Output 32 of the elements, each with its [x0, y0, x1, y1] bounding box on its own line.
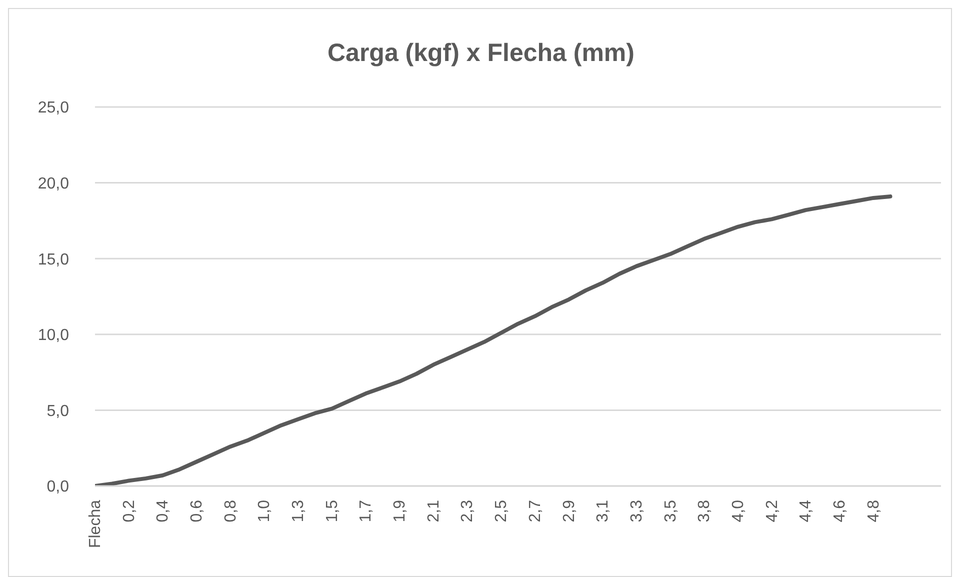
x-tick-label: 4,2: [764, 500, 781, 522]
chart-title: Carga (kgf) x Flecha (mm): [326, 39, 636, 68]
x-tick-label: 3,3: [628, 500, 646, 522]
x-tick-label: 1,5: [324, 500, 341, 522]
x-tick-label: 4,4: [798, 500, 815, 522]
x-tick-label: 0,2: [120, 500, 138, 522]
x-tick-label: 2,9: [560, 500, 578, 522]
line-series: [95, 194, 892, 486]
y-tick-label: 15,0: [38, 251, 70, 268]
x-tick-label: 3,5: [662, 500, 680, 522]
x-tick-label: 2,3: [459, 500, 476, 522]
x-tick-label: 1,7: [358, 500, 375, 522]
x-tick-label: 4,6: [831, 500, 848, 522]
y-tick-label: 5,0: [46, 402, 70, 420]
x-tick-label: 4,8: [865, 500, 882, 522]
x-tick-label: 1,0: [256, 500, 274, 522]
x-tick-label: 3,1: [594, 500, 612, 522]
y-tick-label: 0,0: [46, 478, 70, 496]
y-tick-label: 20,0: [38, 175, 70, 192]
x-tick-label: 3,8: [696, 500, 714, 522]
x-tick-label: 0,6: [188, 500, 206, 522]
x-tick-label: 1,9: [392, 500, 409, 522]
x-tick-label: 2,7: [526, 500, 544, 522]
y-tick-label: 25,0: [38, 100, 70, 117]
x-tick-label: 2,1: [425, 500, 442, 522]
x-tick-label: 0,4: [154, 500, 172, 522]
x-tick-label: 0,8: [222, 500, 240, 522]
x-tick-label: 2,5: [493, 500, 510, 522]
x-tick-label: Flecha: [87, 500, 104, 548]
x-tick-label: 1,3: [290, 500, 308, 522]
x-tick-label: 4,0: [730, 500, 747, 522]
y-tick-label: 10,0: [38, 327, 70, 344]
